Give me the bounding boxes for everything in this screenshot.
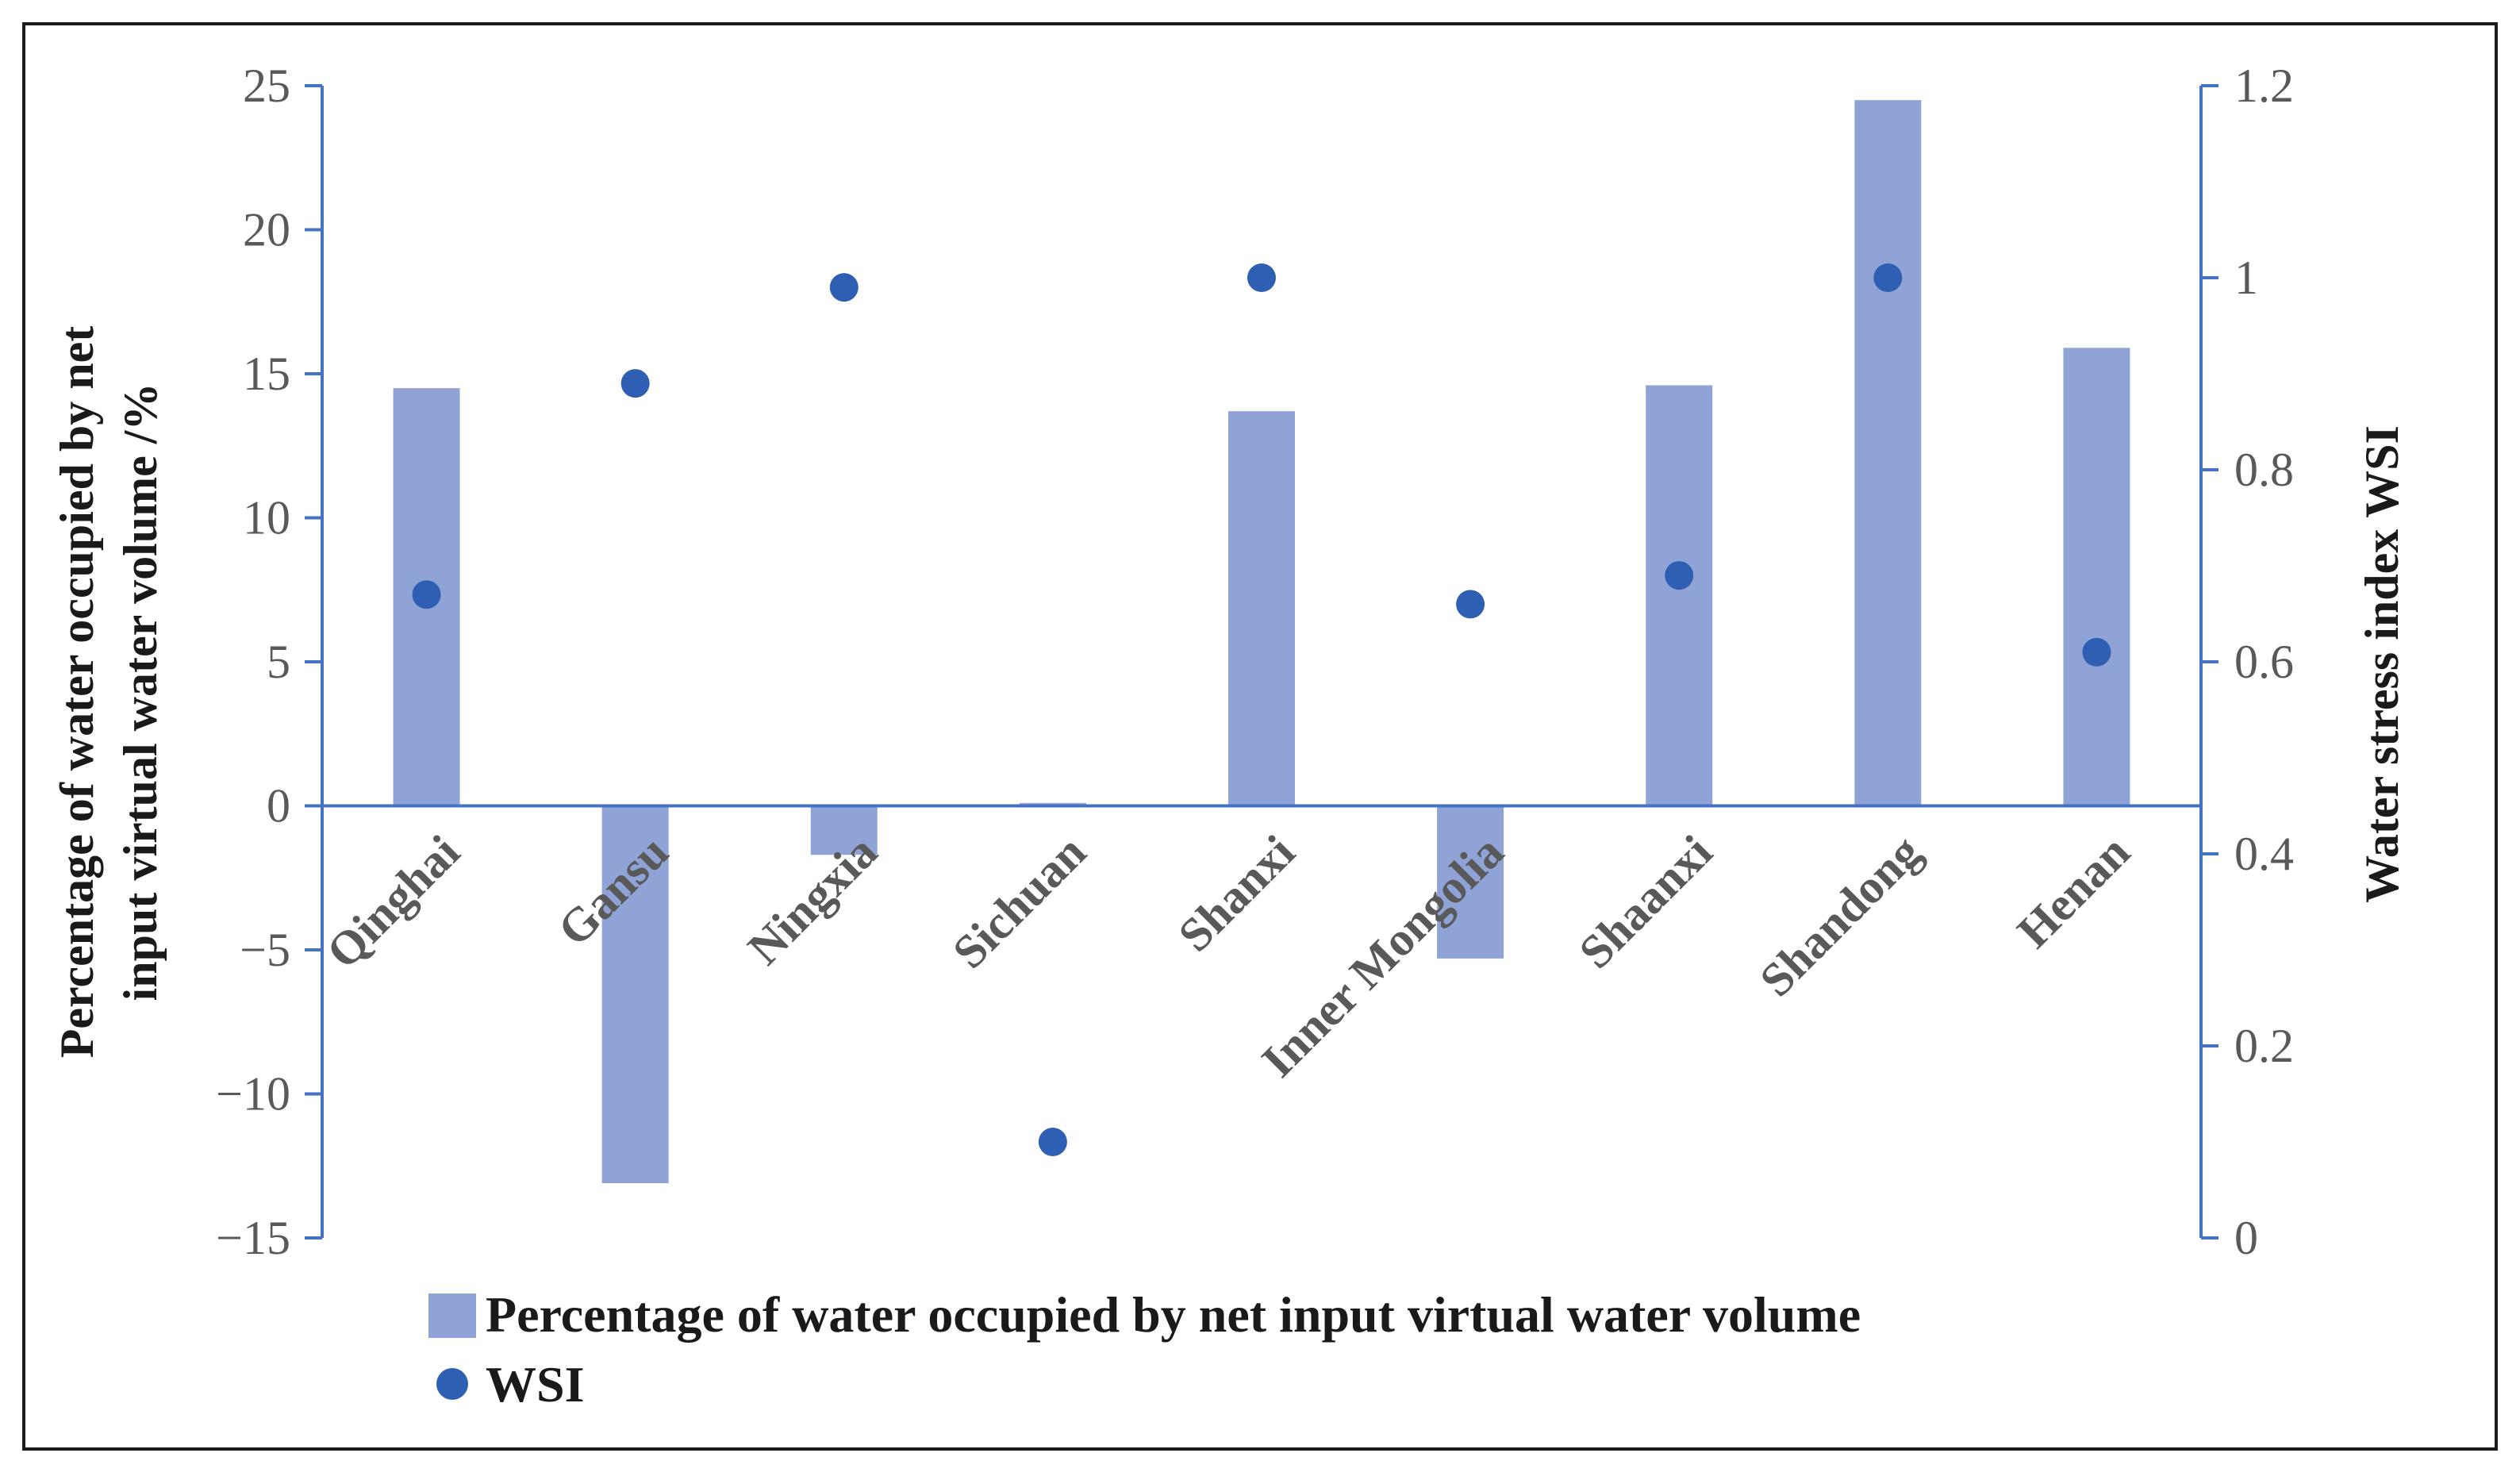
legend: Percentage of water occupied by net inpu… [428, 1286, 1861, 1413]
legend-point-label: WSI [486, 1356, 585, 1413]
bar-shaanxi [1646, 385, 1713, 806]
left-axis-tick-label: −10 [216, 1068, 290, 1120]
category-label: Shaanxi [1569, 825, 1723, 978]
category-label: Henan [2007, 825, 2140, 958]
right-axis-tick-label: 0.8 [2234, 444, 2294, 496]
wsi-point-henan [2082, 637, 2111, 667]
left-axis-tick-label: 0 [267, 780, 290, 832]
category-label: Qinghai [317, 825, 470, 978]
left-axis-tick-label: −15 [216, 1212, 290, 1264]
wsi-point-sichuan [1038, 1128, 1067, 1156]
wsi-point-inner-mongolia [1456, 590, 1485, 619]
left-axis-tick-label: 5 [267, 636, 290, 688]
category-label: Sichuan [943, 825, 1096, 978]
chart-canvas: 25 20 15 10 5 0 −5 −10 −15 1.2 1 0.8 0.6 0.4 0.2 0 Qingh… [51, 60, 2408, 1413]
left-axis-tick-label: 20 [243, 204, 290, 256]
bar-shandong [1854, 100, 1922, 806]
right-axis-tick-label: 1.2 [2234, 60, 2294, 112]
left-axis-title-line-2: input virtual water volume /% [114, 383, 167, 1001]
left-axis-tick-label: 25 [243, 60, 290, 112]
bar-ningxia [810, 805, 878, 855]
category-label: Shanxi [1169, 825, 1305, 962]
right-axis-title: Water stress index WSI [2356, 425, 2408, 903]
wsi-point-gansu [620, 369, 650, 398]
bar-gansu [601, 805, 669, 1184]
left-axis-tick-label: 15 [243, 348, 290, 400]
bar-henan [2063, 348, 2130, 806]
right-axis-tick-label: 0.2 [2234, 1020, 2294, 1072]
wsi-point-shandong [1873, 263, 1903, 292]
right-axis-tick-label: 0.4 [2234, 828, 2294, 880]
category-label: Shandong [1750, 825, 1930, 1006]
right-axis-tick-label: 0 [2234, 1212, 2258, 1264]
wsi-point-qinghai [412, 580, 441, 609]
left-axis-title-line-1: Percentage of water occupied by net [51, 326, 103, 1059]
bar-shanxi [1228, 411, 1295, 806]
right-axis-tick-label: 1 [2234, 252, 2258, 304]
bars-group [393, 100, 2130, 1184]
legend-point-swatch [436, 1368, 468, 1400]
legend-bar-swatch [428, 1293, 476, 1338]
left-axis-tick-label: −5 [240, 924, 290, 976]
points-group [412, 263, 2111, 1156]
wsi-point-shanxi [1247, 263, 1276, 292]
bar-inner-mongolia [1437, 805, 1504, 959]
right-axis-tick-label: 0.6 [2234, 636, 2294, 688]
left-axis-tick-label: 10 [243, 492, 290, 544]
wsi-point-shaanxi [1665, 561, 1694, 590]
chart-frame: 25 20 15 10 5 0 −5 −10 −15 1.2 1 0.8 0.6 0.4 0.2 0 Qingh… [22, 22, 2498, 1451]
legend-bar-label: Percentage of water occupied by net inpu… [486, 1286, 1861, 1343]
wsi-point-ningxia [829, 273, 859, 302]
axes-group [305, 84, 2218, 1240]
titles-group: Percentage of water occupied by net inpu… [51, 326, 2408, 1059]
